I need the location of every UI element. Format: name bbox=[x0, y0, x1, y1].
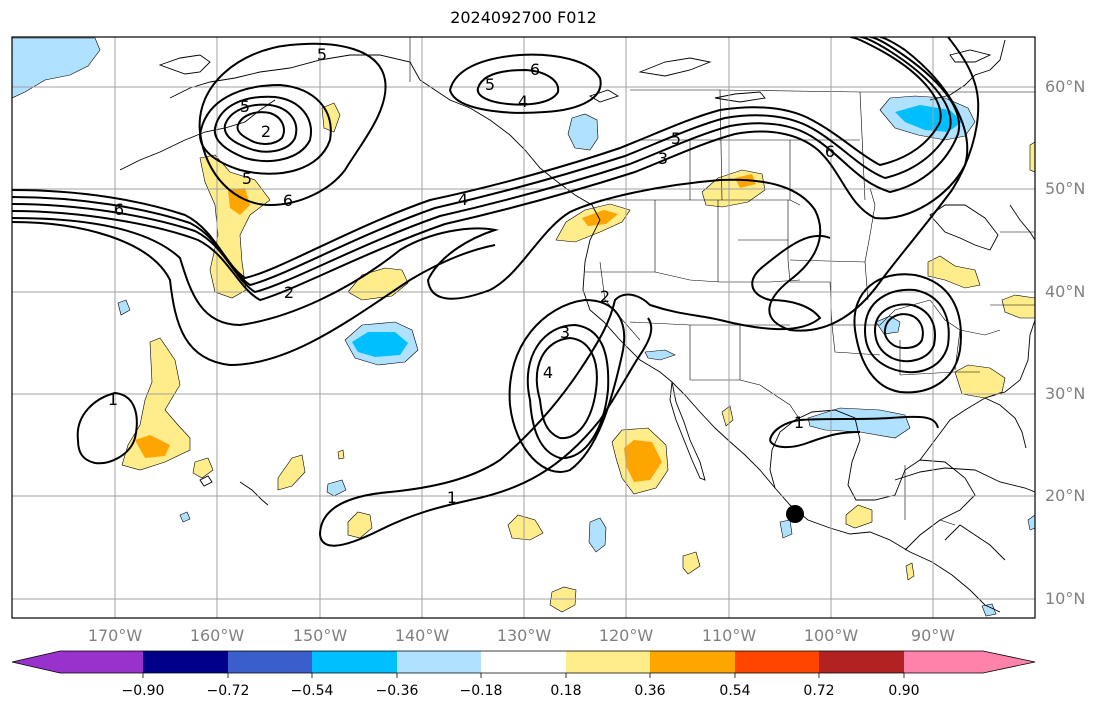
colorbar bbox=[12, 651, 1035, 673]
contour-label: 4 bbox=[543, 363, 553, 382]
colorbar-segment bbox=[397, 651, 481, 673]
negative-anomaly-areas bbox=[12, 37, 1035, 617]
political-boundaries bbox=[409, 37, 1035, 536]
contour-label: 6 bbox=[530, 60, 540, 79]
contour-label: 1 bbox=[108, 390, 118, 409]
colorbar-segment bbox=[481, 651, 566, 673]
colorbar-segment bbox=[566, 651, 650, 673]
contour-label: 2 bbox=[284, 283, 294, 302]
lon-label: 100°W bbox=[803, 626, 859, 645]
contour-label: 4 bbox=[458, 190, 468, 209]
location-marker bbox=[786, 505, 804, 523]
lon-label: 160°W bbox=[189, 626, 245, 645]
contour-lines bbox=[12, 37, 980, 547]
lon-label: 120°W bbox=[598, 626, 654, 645]
colorbar-tick-label: 0.54 bbox=[719, 683, 751, 699]
colorbar-ticks bbox=[142, 673, 905, 678]
contour-label: 5 bbox=[240, 97, 250, 116]
colorbar-segment bbox=[228, 651, 312, 673]
contour-label: 4 bbox=[518, 92, 528, 111]
colorbar-segment bbox=[904, 651, 1035, 673]
contour-label: 1 bbox=[447, 488, 457, 507]
lat-label: 50°N bbox=[1045, 179, 1086, 198]
contour-label: 5 bbox=[485, 75, 495, 94]
colorbar-tick-label: 0.36 bbox=[634, 683, 666, 699]
contour-label: 5 bbox=[242, 169, 252, 188]
colorbar-outline bbox=[11, 650, 1036, 674]
contour-labels: 5 6 4 5 2 5 5 6 6 4 5 3 6 2 3 4 2 1 1 1 bbox=[108, 45, 835, 507]
lat-label: 60°N bbox=[1045, 77, 1086, 96]
colorbar-segment bbox=[12, 651, 143, 673]
colorbar-segment bbox=[650, 651, 735, 673]
lon-label: 110°W bbox=[701, 626, 757, 645]
lon-label: 90°W bbox=[910, 626, 956, 645]
contour-label: 5 bbox=[671, 129, 681, 148]
lon-label: 130°W bbox=[496, 626, 552, 645]
contour-label: 1 bbox=[794, 413, 804, 432]
colorbar-segment bbox=[143, 651, 228, 673]
colorbar-tick-label: −0.72 bbox=[206, 683, 250, 699]
colorbar-tick-label: 0.90 bbox=[888, 683, 920, 699]
colorbar-segment bbox=[819, 651, 904, 673]
contour-label: 3 bbox=[658, 149, 668, 168]
map-title: 2024092700 F012 bbox=[450, 8, 597, 27]
contour-label: 2 bbox=[261, 122, 271, 141]
colorbar-tick-label: −0.54 bbox=[290, 683, 334, 699]
lat-label: 10°N bbox=[1045, 589, 1086, 608]
contour-label: 6 bbox=[283, 191, 293, 210]
contour-label: 6 bbox=[825, 142, 835, 161]
gridlines bbox=[12, 37, 1035, 618]
contour-label: 3 bbox=[560, 323, 570, 342]
colorbar-tick-label: −0.36 bbox=[375, 683, 419, 699]
contour-label: 6 bbox=[114, 200, 124, 219]
coastlines bbox=[119, 39, 1035, 613]
lat-label: 40°N bbox=[1045, 282, 1086, 301]
colorbar-segment bbox=[735, 651, 819, 673]
lon-label: 140°W bbox=[394, 626, 450, 645]
lon-label: 150°W bbox=[292, 626, 348, 645]
lat-label: 20°N bbox=[1045, 486, 1086, 505]
plot-frame bbox=[11, 36, 1036, 619]
contour-label: 2 bbox=[600, 287, 610, 306]
colorbar-tick-label: 0.18 bbox=[550, 683, 582, 699]
colorbar-tick-label: 0.72 bbox=[803, 683, 835, 699]
colorbar-segment bbox=[312, 651, 397, 673]
colorbar-tick-label: −0.90 bbox=[121, 683, 165, 699]
lon-label: 170°W bbox=[87, 626, 143, 645]
lat-label: 30°N bbox=[1045, 384, 1086, 403]
contour-label: 5 bbox=[317, 45, 327, 64]
colorbar-tick-label: −0.18 bbox=[459, 683, 503, 699]
